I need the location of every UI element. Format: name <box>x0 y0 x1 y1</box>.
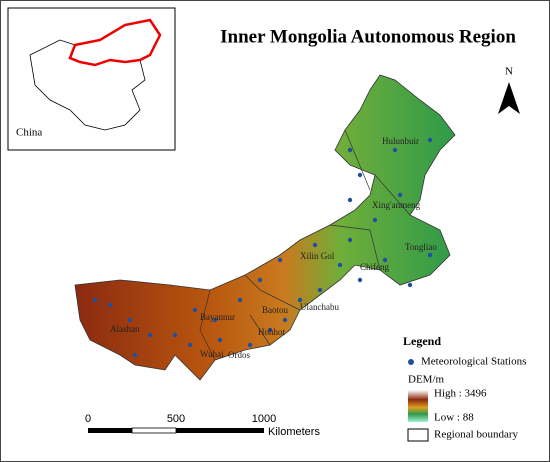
station <box>212 317 218 323</box>
station <box>347 197 353 203</box>
inset-label: China <box>16 127 42 139</box>
place-labels: Hulunbuir Xing'anmeng Tongliao Chifeng Xilin… <box>110 136 437 360</box>
station <box>172 332 178 338</box>
place-label: Xilin Gol <box>300 251 335 261</box>
station <box>317 287 323 293</box>
station <box>357 172 363 178</box>
scale-tick: 1000 <box>252 413 276 425</box>
station <box>312 242 318 248</box>
legend-low: Low : 88 <box>434 412 474 424</box>
place-label: Tongliao <box>405 242 437 252</box>
station <box>187 342 193 348</box>
legend-dem-title: DEM/m <box>408 374 445 386</box>
station <box>107 302 113 308</box>
boundaries <box>199 129 411 361</box>
place-label: Hulunbuir <box>382 136 419 146</box>
station <box>237 297 243 303</box>
place-label: Xing'anmeng <box>372 200 421 210</box>
station <box>397 192 403 198</box>
legend-station-symbol <box>408 359 414 365</box>
station <box>147 332 153 338</box>
legend-boundary-symbol <box>407 428 429 442</box>
station <box>347 147 353 153</box>
station <box>282 317 288 323</box>
map-title: Inner Mongolia Autonomous Region <box>220 26 516 47</box>
station <box>277 257 283 263</box>
legend-title: Legend <box>403 334 441 348</box>
legend-dem-ramp <box>408 390 428 422</box>
station <box>337 262 343 268</box>
station <box>127 317 133 323</box>
place-label: Hohhot <box>258 327 285 337</box>
legend-stations: Meteorological Stations <box>421 356 526 368</box>
stations <box>92 137 433 358</box>
station <box>92 297 98 303</box>
station <box>407 282 413 288</box>
place-label: Ulanchabu <box>300 302 339 312</box>
station <box>267 327 273 333</box>
station <box>357 277 363 283</box>
station <box>257 277 263 283</box>
station <box>382 257 388 263</box>
place-label: Baotou <box>262 305 288 315</box>
scale-bar <box>88 427 264 434</box>
station <box>192 307 198 313</box>
station <box>372 217 378 223</box>
station <box>217 337 223 343</box>
scale-tick: 500 <box>167 413 185 425</box>
station <box>297 297 303 303</box>
station <box>132 352 138 358</box>
inner-mongolia-outline <box>68 18 162 67</box>
scale-unit: Kilometers <box>268 426 320 438</box>
north-arrow <box>498 82 520 114</box>
north-label: N <box>505 66 513 78</box>
place-label: Wuhai <box>200 349 224 359</box>
place-label: Alashan <box>110 324 140 334</box>
place-label: Chifeng <box>360 262 389 272</box>
station <box>427 252 433 258</box>
legend-boundary: Regional boundary <box>434 429 519 441</box>
region-dem <box>74 74 456 381</box>
station <box>247 342 253 348</box>
station <box>347 237 353 243</box>
legend-high: High : 3496 <box>434 388 487 400</box>
station <box>427 137 433 143</box>
place-label: Bayannur <box>200 312 235 322</box>
place-label: Ordos <box>228 350 250 360</box>
scale-tick: 0 <box>85 413 91 425</box>
station <box>392 147 398 153</box>
